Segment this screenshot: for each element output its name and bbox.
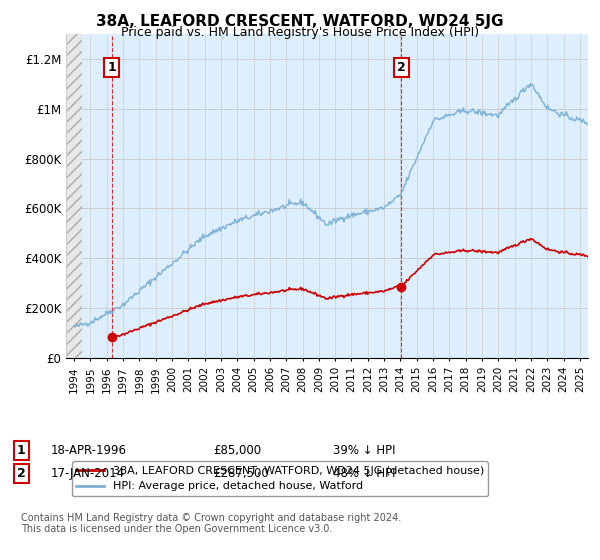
Legend: 38A, LEAFORD CRESCENT, WATFORD, WD24 5JG (detached house), HPI: Average price, d: 38A, LEAFORD CRESCENT, WATFORD, WD24 5JG… [71, 461, 488, 496]
Text: £85,000: £85,000 [213, 444, 261, 458]
Text: 1: 1 [17, 444, 25, 458]
Text: 17-JAN-2014: 17-JAN-2014 [51, 466, 125, 480]
Text: 39% ↓ HPI: 39% ↓ HPI [333, 444, 395, 458]
Text: 2: 2 [397, 61, 406, 74]
Text: £287,500: £287,500 [213, 466, 269, 480]
Text: 18-APR-1996: 18-APR-1996 [51, 444, 127, 458]
Bar [66, 34, 82, 358]
Text: 2: 2 [17, 466, 25, 480]
Text: Price paid vs. HM Land Registry's House Price Index (HPI): Price paid vs. HM Land Registry's House … [121, 26, 479, 39]
Text: 48% ↓ HPI: 48% ↓ HPI [333, 466, 395, 480]
Text: 38A, LEAFORD CRESCENT, WATFORD, WD24 5JG: 38A, LEAFORD CRESCENT, WATFORD, WD24 5JG [96, 14, 504, 29]
Text: 1: 1 [107, 61, 116, 74]
Text: Contains HM Land Registry data © Crown copyright and database right 2024.
This d: Contains HM Land Registry data © Crown c… [21, 513, 401, 534]
